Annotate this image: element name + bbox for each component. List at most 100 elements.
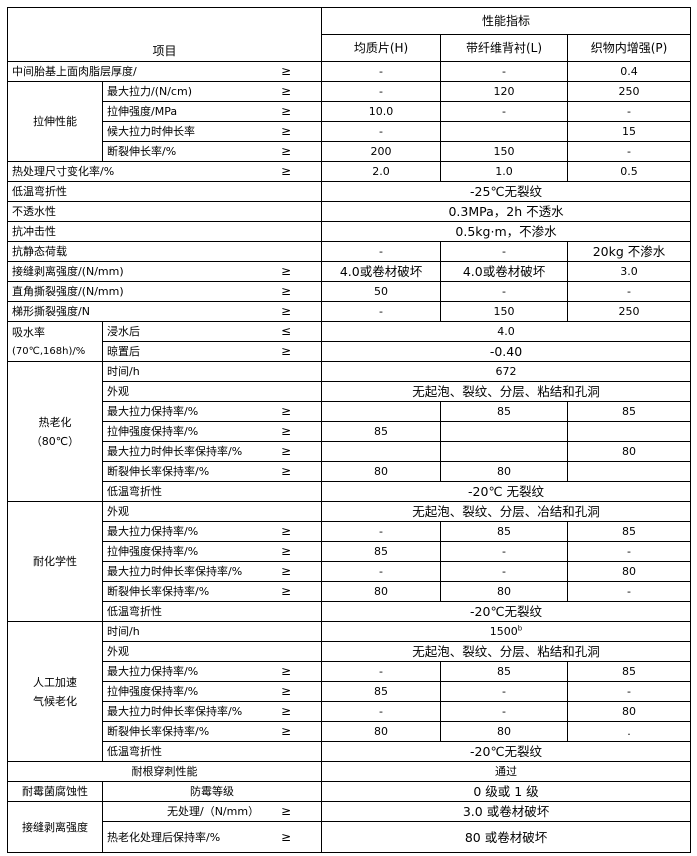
value-cell: 85 — [440, 661, 569, 682]
table-row: 最大拉力时伸长率保持率/% ≥80 — [8, 441, 692, 462]
table-row: 拉伸强度保持率/% ≥85- - — [8, 541, 692, 562]
row-label: 最大拉力保持率/% ≥ — [107, 663, 317, 681]
table-row: 人工加速 气候老化 时间/h 1500b — [7, 621, 692, 762]
row-label-text: 低温弯折性 — [107, 745, 162, 758]
row-label-cell: 最大拉力时伸长率保持率/% ≥ — [101, 561, 323, 582]
value-cell: 80 — [567, 701, 692, 722]
group-sublabel: (70℃,168h)/% — [12, 345, 86, 357]
table-row: 耐霉菌腐蚀性 防霉等级 0 级或 1 级 — [7, 781, 692, 802]
table-row: 断裂伸长率/% ≥200 150- — [8, 141, 692, 162]
row-label-cell: 最大拉力保持率/% ≥ — [101, 661, 323, 682]
value-cell: - — [567, 281, 692, 302]
group-label-cell: 耐霉菌腐蚀性 — [7, 781, 103, 802]
row-label-text: 接缝剥离强度/(N/mm) — [12, 265, 124, 278]
row-label-cell: 最大拉力/(N/cm) ≥ — [101, 81, 323, 102]
comparison-sign: ≤ — [280, 324, 292, 338]
row-label-text: 最大拉力时伸长率保持率/% — [107, 565, 243, 578]
group-label: 耐化学性 — [33, 555, 77, 568]
value-cell: - — [567, 581, 692, 602]
value-cell: - — [440, 101, 569, 122]
row-label-text: 抗冲击性 — [12, 225, 56, 238]
row-label-text: 外观 — [107, 505, 129, 518]
header-performance: 性能指标 — [321, 7, 692, 35]
table-row: 最大拉力时伸长率保持率/% ≥ - -80 — [8, 561, 692, 582]
row-label: 时间/h — [107, 623, 317, 641]
value-cell: 120 — [440, 81, 569, 102]
value-text: -20℃无裂纹 — [470, 744, 542, 759]
value-cell: - — [321, 301, 442, 322]
row-label-text: 低温弯折性 — [107, 485, 162, 498]
value-text: 4.0 — [497, 325, 515, 338]
value-cell: 1.0 — [440, 161, 569, 182]
row-label-text: 最大拉力/(N/cm) — [107, 85, 192, 98]
value-cell: 80 — [321, 461, 442, 482]
table-row: 拉伸强度保持率/% ≥85- - — [8, 681, 692, 702]
row-label-text: 防霉等级 — [190, 785, 234, 798]
group-label: 吸水率 — [12, 325, 45, 339]
row-label: 最大拉力时伸长率保持率/% ≥ — [107, 563, 317, 581]
table-row: 热老化 （80℃） 时间/h 672 — [7, 361, 692, 502]
row-label: 拉伸强度保持率/% ≥ — [107, 683, 317, 701]
value-cell: 85 — [567, 661, 692, 682]
table-row: 耐化学性 外观 无起泡、裂纹、分层、冶结和孔洞 — [7, 501, 692, 622]
row-label-text: 时间/h — [107, 625, 140, 638]
comparison-sign: ≥ — [280, 524, 292, 538]
row-label-text: 外观 — [107, 385, 129, 398]
value-cell: - — [440, 241, 569, 262]
table-row: 拉伸强度/MPa ≥10.0- - — [8, 101, 692, 122]
merged-value-cell: 0 级或 1 级 — [321, 781, 692, 802]
table-row: 直角撕裂强度/(N/mm) ≥50- - — [6, 281, 692, 302]
row-label: 晾置后 ≥ — [107, 343, 317, 361]
row-label-text: 直角撕裂强度/(N/mm) — [12, 285, 124, 298]
row-label-cell: 耐根穿刺性能 — [6, 761, 323, 782]
table-row: 接缝剥离强度 无处理/（N/mm） ≥3.0 或卷材破坏 — [7, 801, 692, 853]
value-cell: - — [567, 681, 692, 702]
row-label-text: 无处理/（N/mm） — [167, 805, 260, 818]
row-label-cell: 拉伸强度/MPa ≥ — [101, 101, 323, 122]
row-label-cell: 热老化处理后保持率/% ≥ — [101, 821, 323, 853]
value-cell: 2.0 — [321, 161, 442, 182]
row-label: 无处理/（N/mm） ≥ — [107, 803, 317, 821]
row-label-text: 抗静态荷载 — [12, 245, 67, 258]
value-text: 672 — [495, 365, 517, 378]
value-text: -20℃无裂纹 — [470, 604, 542, 619]
row-label: 拉伸强度保持率/% ≥ — [107, 423, 317, 441]
table-row: 晾置后 ≥ -0.40 — [8, 341, 692, 362]
comparison-sign: ≥ — [280, 684, 292, 698]
group-label: 拉伸性能 — [33, 115, 77, 128]
value-cell: 80 — [567, 561, 692, 582]
value-cell: 85 — [567, 521, 692, 542]
row-label: 低温弯折性 — [107, 483, 317, 501]
group-label-cell: 人工加速 气候老化 — [7, 621, 103, 762]
row-label: 最大拉力保持率/% ≥ — [107, 403, 317, 421]
value-text: 1500 — [489, 625, 518, 638]
comparison-sign: ≥ — [280, 144, 292, 158]
value-cell: - — [440, 281, 569, 302]
group-label: 接缝剥离强度 — [22, 820, 88, 834]
value-cell: 80 — [440, 721, 569, 742]
group-label-cell: 热老化 （80℃） — [7, 361, 103, 502]
value-cell: - — [321, 701, 442, 722]
row-label-cell: 最大拉力保持率/% ≥ — [101, 401, 323, 422]
merged-value-cell: 1500b — [321, 621, 692, 642]
value-cell — [321, 441, 442, 462]
group-label: 人工加速 — [33, 675, 77, 689]
row-label: 拉伸强度保持率/% ≥ — [107, 543, 317, 561]
table-row: 吸水率 (70℃,168h)/% 浸水后 ≤4.0 — [7, 321, 692, 362]
value-cell: 85 — [321, 541, 442, 562]
row-label: 热老化处理后保持率/% ≥ — [107, 828, 317, 847]
row-label: 断裂伸长率保持率/% ≥ — [107, 463, 317, 481]
value-cell: 3.0 — [567, 261, 692, 282]
value-cell: 85 — [440, 521, 569, 542]
header-col-l: 带纤维背衬(L) — [440, 34, 569, 62]
merged-value-cell: 无起泡、裂纹、分层、粘结和孔洞 — [321, 641, 692, 662]
group-sublabel: 气候老化 — [33, 694, 77, 708]
row-label-cell: 外观 — [101, 641, 323, 662]
value-cell — [440, 421, 569, 442]
row-label-cell: 拉伸强度保持率/% ≥ — [101, 541, 323, 562]
value-text: -0.40 — [489, 344, 523, 359]
row-label: 梯形撕裂强度/N ≥ — [12, 303, 317, 321]
value-cell: 0.5 — [567, 161, 692, 182]
row-label-text: 最大拉力时伸长率保持率/% — [107, 705, 243, 718]
row-label-text: 晾置后 — [107, 345, 140, 358]
